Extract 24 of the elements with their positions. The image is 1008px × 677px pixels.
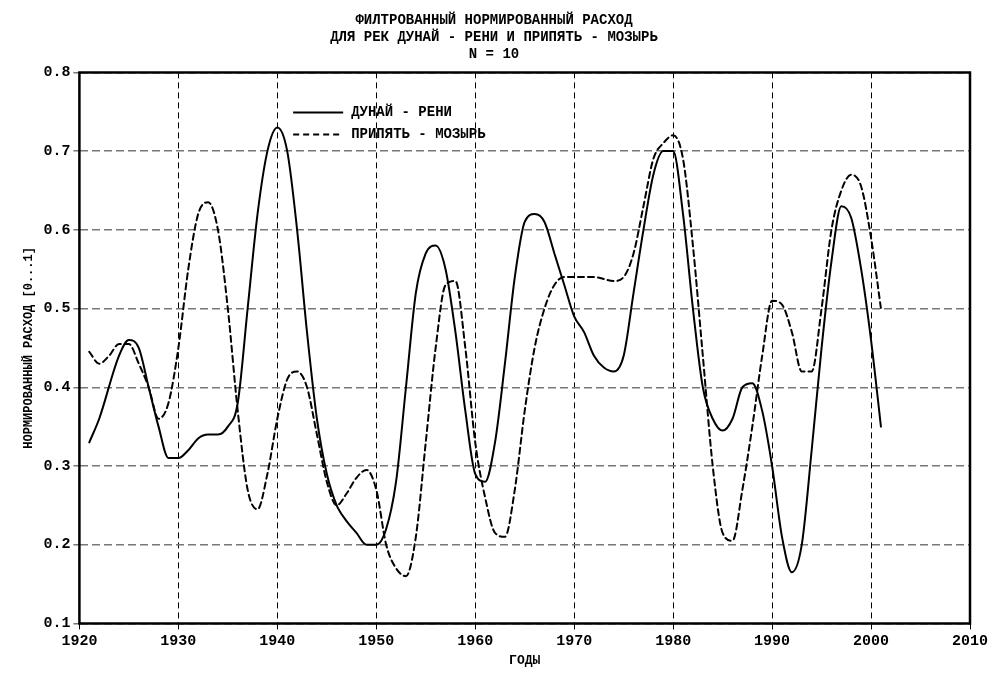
chart-title: ФИЛТРОВАННЫЙ НОРМИРОВАННЫЙ РАСХОД ДЛЯ РЕК ДУНАЙ - РЕНИ И ПРИПЯТЬ - МОЗЫРЬ xyxy=(330,10,659,45)
legend-label: ПРИПЯТЬ - МОЗЫРЬ xyxy=(351,125,487,142)
x-tick-label: 1980 xyxy=(655,633,692,651)
y-tick-label: 0.7 xyxy=(43,142,71,160)
x-tick-label: 1960 xyxy=(457,633,494,651)
x-tick-label: 1930 xyxy=(160,633,197,651)
x-tick-label: 1920 xyxy=(61,633,98,651)
y-tick-label: 0.1 xyxy=(43,615,71,633)
x-tick-label: 1990 xyxy=(754,633,791,651)
y-tick-label: 0.5 xyxy=(43,300,71,318)
x-tick-label: 1950 xyxy=(358,633,395,651)
x-tick-label: 1940 xyxy=(259,633,296,651)
x-tick-label: 2000 xyxy=(853,633,890,651)
y-tick-label: 0.4 xyxy=(43,379,71,397)
x-tick-label: 2010 xyxy=(951,633,989,651)
x-axis-title: ГОДЫ xyxy=(509,653,541,669)
y-axis-title: НОРМИРОВАННЫЙ РАСХОД [0...1] xyxy=(21,247,37,449)
x-tick-label: 1970 xyxy=(556,633,593,651)
legend-label: ДУНАЙ - РЕНИ xyxy=(351,102,452,120)
y-tick-label: 0.8 xyxy=(43,64,71,82)
chart-subtitle: N = 10 xyxy=(468,45,520,62)
y-tick-label: 0.3 xyxy=(43,457,71,475)
y-tick-label: 0.6 xyxy=(43,221,71,239)
y-tick-label: 0.2 xyxy=(43,536,71,554)
